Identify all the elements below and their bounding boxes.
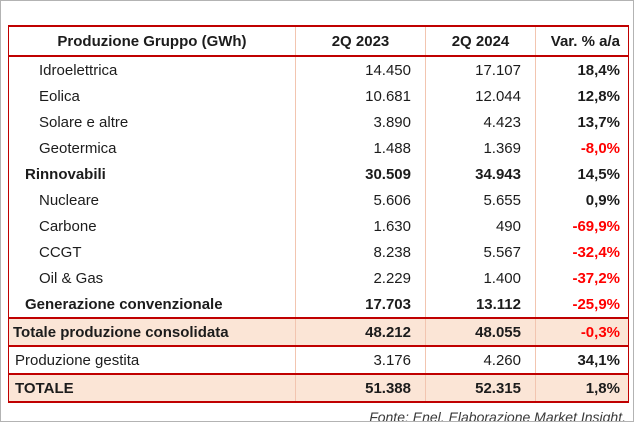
row-label: TOTALE [8,373,296,403]
cell-var-percent: -32,4% [535,239,629,265]
cell-var-percent: -25,9% [535,291,629,318]
cell-2q-2023: 8.238 [295,239,426,265]
cell-2q-2023: 1.630 [295,213,426,239]
row-label: Carbone [39,217,97,235]
cell-2q-2024: 1.400 [425,265,536,291]
cell-2q-2024: 17.107 [425,56,536,83]
cell-2q-2024: 5.655 [425,187,536,213]
row-label: Geotermica [39,139,117,157]
cell-2q-2023: 48.212 [295,317,426,347]
row-label: Nucleare [39,191,100,209]
row-label: Totale produzione consolidata [8,317,296,347]
cell-var-percent: 13,7% [535,109,629,135]
table-row: Totale produzione consolidata 48.212 48.05… [8,317,629,347]
cell-2q-2024: 48.055 [425,317,536,347]
cell-var-percent: 14,5% [535,161,629,187]
row-label: Rinnovabili [25,165,106,183]
row-label: CCGT [39,243,82,261]
cell-2q-2023: 5.606 [295,187,426,213]
cell-var-percent: -37,2% [535,265,629,291]
cell-2q-2024: 490 [425,213,536,239]
table-row: Solare e altre 3.890 4.423 13,7% [9,109,629,135]
cell-2q-2023: 17.703 [295,291,426,318]
cell-var-percent: -8,0% [535,135,629,161]
cell-2q-2024: 5.567 [425,239,536,265]
row-label: Solare e altre [39,113,129,131]
cell-2q-2023: 14.450 [295,56,426,83]
production-table: Produzione Gruppo (GWh) 2Q 2023 2Q 2024 … [8,25,629,403]
cell-var-percent: 18,4% [535,56,629,83]
table-row: Eolica 10.681 12.044 12,8% [9,83,629,109]
cell-2q-2023: 3.890 [295,109,426,135]
cell-2q-2024: 13.112 [425,291,536,318]
table-row: Carbone 1.630 490 -69,9% [9,213,629,239]
row-label: Generazione convenzionale [25,295,223,313]
table-row: Idroelettrica 14.450 17.107 18,4% [9,56,629,83]
row-label: Idroelettrica [39,61,118,79]
row-label: Oil & Gas [39,269,104,287]
header-2q-2023: 2Q 2023 [295,25,426,57]
table-row: Geotermica 1.488 1.369 -8,0% [9,135,629,161]
table-header-row: Produzione Gruppo (GWh) 2Q 2023 2Q 2024 … [8,25,629,57]
header-produzione-gruppo: Produzione Gruppo (GWh) [8,25,296,57]
cell-var-percent: 34,1% [535,346,629,374]
cell-2q-2024: 4.260 [425,346,536,374]
cell-var-percent: 0,9% [535,187,629,213]
row-label: Produzione gestita [15,351,140,369]
cell-2q-2023: 30.509 [295,161,426,187]
table-row: TOTALE 51.388 52.315 1,8% [8,373,629,403]
table-row: Nucleare 5.606 5.655 0,9% [9,187,629,213]
cell-2q-2024: 4.423 [425,109,536,135]
cell-var-percent: 12,8% [535,83,629,109]
header-2q-2024: 2Q 2024 [425,25,536,57]
row-label: Eolica [39,87,80,105]
cell-2q-2023: 10.681 [295,83,426,109]
cell-2q-2023: 1.488 [295,135,426,161]
cell-2q-2023: 51.388 [295,373,426,403]
cell-2q-2024: 12.044 [425,83,536,109]
table-row: Generazione convenzionale 17.703 13.112 -25… [9,291,629,318]
cell-var-percent: 1,8% [535,373,629,403]
table-row: Oil & Gas 2.229 1.400 -37,2% [9,265,629,291]
table-row: Rinnovabili 30.509 34.943 14,5% [9,161,629,187]
source-note: Fonte: Enel. Elaborazione Market Insight… [369,409,626,422]
cell-2q-2023: 3.176 [295,346,426,374]
table-row: Produzione gestita 3.176 4.260 34,1% [9,346,629,374]
cell-var-percent: -0,3% [535,317,629,347]
cell-2q-2024: 52.315 [425,373,536,403]
cell-2q-2024: 34.943 [425,161,536,187]
cell-2q-2024: 1.369 [425,135,536,161]
cell-2q-2023: 2.229 [295,265,426,291]
table-row: CCGT 8.238 5.567 -32,4% [9,239,629,265]
cell-var-percent: -69,9% [535,213,629,239]
header-var-percent: Var. % a/a [535,25,629,57]
